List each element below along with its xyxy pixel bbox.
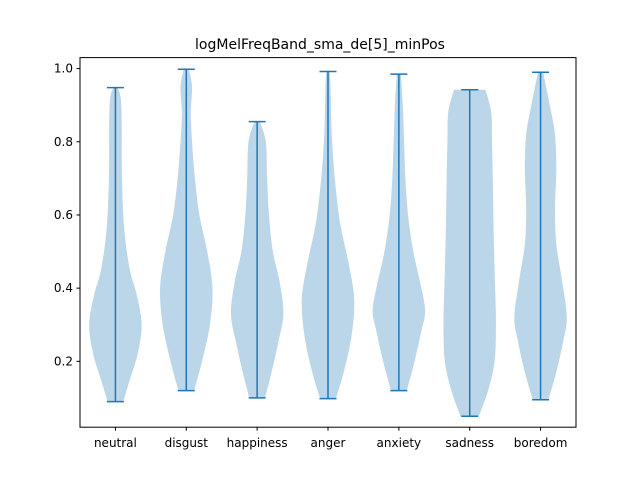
y-tick-label: 0.2 (54, 354, 73, 368)
violins-group (89, 68, 567, 417)
y-tick-label: 0.8 (54, 135, 73, 149)
x-tick-label-happiness: happiness (227, 436, 288, 450)
x-tick-label-neutral: neutral (94, 436, 137, 450)
x-tick-label-disgust: disgust (165, 436, 209, 450)
y-axis: 0.2 0.4 0.6 0.8 1.0 (54, 62, 80, 368)
y-tick-label: 0.4 (54, 281, 73, 295)
y-tick-label: 1.0 (54, 62, 73, 76)
x-tick-label-anxiety: anxiety (377, 436, 422, 450)
y-tick-label: 0.6 (54, 208, 73, 222)
x-tick-label-anger: anger (311, 436, 346, 450)
plot-frame (79, 57, 577, 428)
chart-title: logMelFreqBand_sma_de[5]_minPos (195, 37, 445, 53)
x-tick-label-sadness: sadness (445, 436, 494, 450)
x-axis: neutral disgust happiness anger anxiety sadne… (94, 427, 567, 450)
x-tick-label-boredom: boredom (514, 436, 568, 450)
